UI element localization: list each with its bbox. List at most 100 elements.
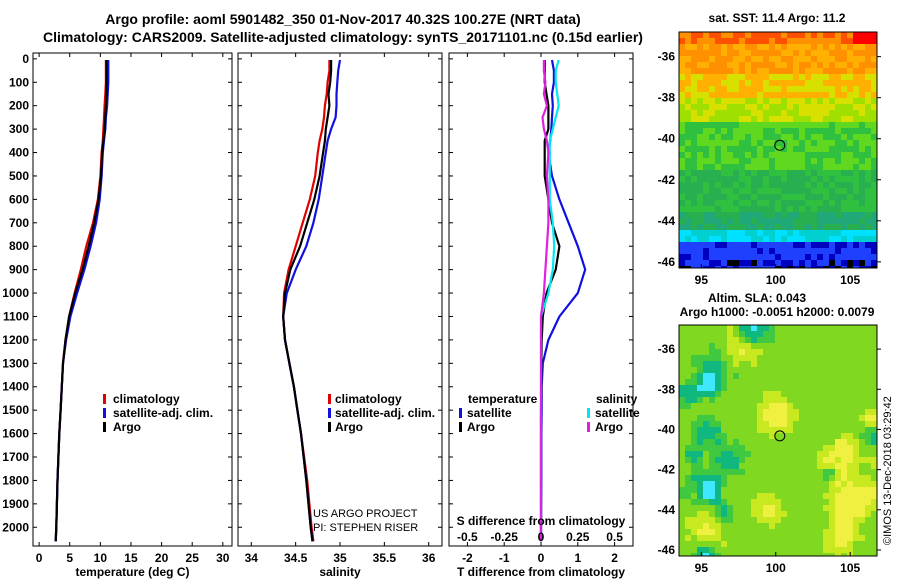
- map-cell: [763, 44, 769, 50]
- map-cell: [721, 50, 727, 56]
- map-cell: [829, 451, 835, 457]
- map-cell: [721, 200, 727, 206]
- map-cell: [751, 397, 757, 403]
- map-cell: [745, 499, 751, 505]
- map-cell: [709, 355, 715, 361]
- map-cell: [751, 469, 757, 475]
- map-cell: [715, 38, 721, 44]
- map-cell: [727, 457, 733, 463]
- map-cell: [733, 134, 739, 140]
- map-cell: [865, 32, 871, 38]
- map-cell: [775, 337, 781, 343]
- map-cell: [685, 367, 691, 373]
- map-cell: [787, 379, 793, 385]
- map-cell: [679, 236, 685, 242]
- map-cell: [763, 122, 769, 128]
- map-cell: [697, 200, 703, 206]
- map-cell: [679, 110, 685, 116]
- map-cell: [829, 439, 835, 445]
- map-cell: [781, 170, 787, 176]
- map-cell: [847, 122, 853, 128]
- map-y-tick-label: -46: [658, 255, 676, 269]
- map-cell: [793, 349, 799, 355]
- map-cell: [727, 331, 733, 337]
- map-cell: [865, 463, 871, 469]
- map-cell: [853, 343, 859, 349]
- map-cell: [799, 170, 805, 176]
- map-cell: [691, 116, 697, 122]
- map-cell: [787, 457, 793, 463]
- map-cell: [697, 152, 703, 158]
- depth-tick-label: 1500: [2, 403, 29, 417]
- map-cell: [703, 475, 709, 481]
- map-cell: [799, 44, 805, 50]
- map-cell: [805, 505, 811, 511]
- map-cell: [817, 206, 823, 212]
- map-cell: [763, 50, 769, 56]
- map-cell: [775, 110, 781, 116]
- map-cell: [709, 487, 715, 493]
- map-cell: [757, 50, 763, 56]
- map-cell: [709, 439, 715, 445]
- map-cell: [829, 421, 835, 427]
- map-cell: [679, 547, 685, 553]
- map-cell: [799, 92, 805, 98]
- map-cell: [823, 445, 829, 451]
- map-cell: [847, 361, 853, 367]
- map-cell: [751, 92, 757, 98]
- map-cell: [805, 254, 811, 260]
- map-cell: [871, 457, 877, 463]
- map-cell: [679, 373, 685, 379]
- map-cell: [871, 254, 877, 260]
- map-cell: [709, 122, 715, 128]
- map-cell: [775, 176, 781, 182]
- map-cell: [847, 170, 853, 176]
- map-cell: [691, 38, 697, 44]
- map-cell: [727, 254, 733, 260]
- map-cell: [793, 409, 799, 415]
- map-cell: [697, 415, 703, 421]
- map-cell: [847, 44, 853, 50]
- map-cell: [721, 541, 727, 547]
- map-cell: [697, 361, 703, 367]
- map-cell: [823, 433, 829, 439]
- map-cell: [751, 325, 757, 331]
- map-cell: [871, 439, 877, 445]
- map-cell: [745, 343, 751, 349]
- map-cell: [727, 128, 733, 134]
- map-cell: [721, 331, 727, 337]
- map-cell: [865, 98, 871, 104]
- map-cell: [691, 535, 697, 541]
- map-cell: [697, 493, 703, 499]
- x-tick-label: 30: [216, 551, 230, 565]
- map-cell: [733, 457, 739, 463]
- map-cell: [745, 236, 751, 242]
- map-cell: [811, 499, 817, 505]
- map-cell: [679, 128, 685, 134]
- map-cell: [871, 266, 877, 268]
- map-cell: [703, 385, 709, 391]
- map-cell: [679, 56, 685, 62]
- map-cell: [841, 385, 847, 391]
- map-cell: [721, 403, 727, 409]
- map-cell: [859, 122, 865, 128]
- map-cell: [727, 164, 733, 170]
- map-cell: [811, 38, 817, 44]
- depth-tick-label: 1100: [3, 309, 29, 323]
- map-cell: [781, 182, 787, 188]
- map-cell: [763, 553, 769, 556]
- map-cell: [781, 98, 787, 104]
- map-cell: [751, 206, 757, 212]
- map-cell: [727, 50, 733, 56]
- map-cell: [823, 230, 829, 236]
- x-tick-label: 34.5: [284, 551, 308, 565]
- map-cell: [865, 242, 871, 248]
- map-cell: [811, 242, 817, 248]
- map-cell: [685, 487, 691, 493]
- s-diff-tick-label: -0.25: [491, 530, 519, 544]
- series-line-argo: [282, 60, 333, 542]
- map-cell: [709, 230, 715, 236]
- map-cell: [853, 409, 859, 415]
- map-cell: [763, 146, 769, 152]
- map-cell: [721, 32, 727, 38]
